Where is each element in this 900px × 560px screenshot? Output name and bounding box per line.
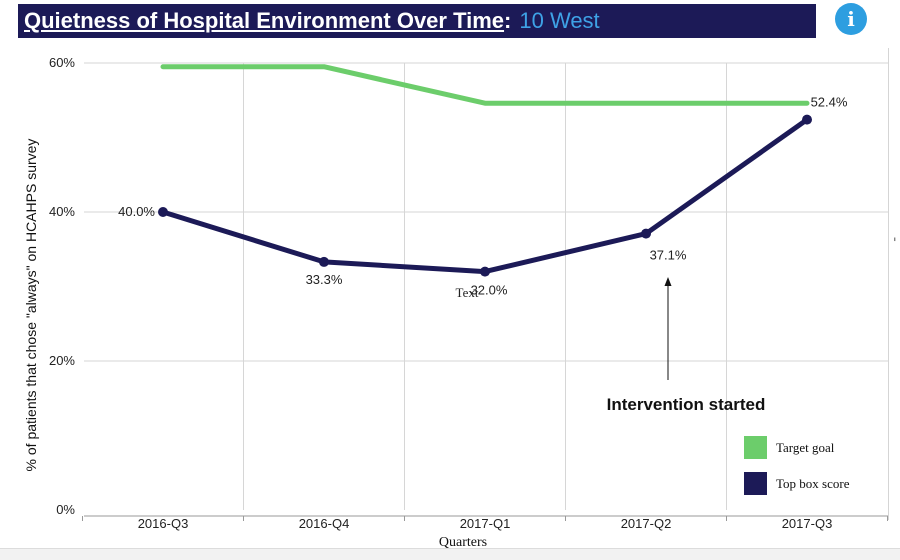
data-labels: 40.0% 33.3% 32.0% 37.1% 52.4%: [118, 95, 848, 298]
chart-title-unit: 10 West: [519, 8, 600, 33]
legend-entry: Top box score: [776, 476, 850, 491]
data-point: [641, 228, 651, 239]
x-tick-label: 2017-Q2: [621, 516, 672, 531]
series: [158, 64, 812, 277]
data-label: 32.0%: [471, 283, 508, 298]
chart-frame-right: [888, 48, 889, 520]
data-label: 37.1%: [650, 248, 687, 263]
y-tick-label: 20%: [49, 353, 75, 368]
data-point: [802, 114, 812, 125]
top-box-score-line: [160, 117, 810, 275]
info-icon: i: [847, 7, 855, 31]
data-label: 40.0%: [118, 204, 155, 219]
data-point: [480, 266, 490, 277]
x-tick-label: 2017-Q3: [782, 516, 833, 531]
y-tick-label: 60%: [49, 55, 75, 70]
chart-title-separator: :: [504, 8, 512, 33]
chart-title: Quietness of Hospital Environment Over T…: [18, 4, 816, 38]
chart-title-main: Quietness of Hospital Environment Over T…: [24, 8, 505, 33]
annotation-intervention-started: Intervention started: [607, 395, 766, 414]
legend: Target goal Top box score: [744, 436, 850, 495]
annotations: Intervention started Text: [456, 277, 766, 414]
y-tick-label: 0%: [56, 502, 75, 517]
legend-entry: Target goal: [776, 440, 835, 455]
x-axis-label: Quarters: [439, 535, 487, 550]
x-tick-label: 2017-Q1: [460, 516, 511, 531]
target-goal-line: [160, 64, 810, 106]
data-point: [158, 207, 168, 217]
annotation-text-placeholder: Text: [456, 285, 479, 300]
stray-mark: ': [893, 236, 897, 251]
window-bottom-edge: [0, 548, 900, 560]
legend-swatch: [744, 436, 767, 459]
grid: [84, 62, 888, 510]
axes: 0% 20% 40% 60% 2016-Q3 2016-Q4 2017-Q1 2017-Q2 2…: [49, 55, 888, 531]
x-tick-label: 2016-Q4: [299, 516, 350, 531]
y-tick-label: 40%: [49, 204, 75, 219]
data-label: 33.3%: [306, 272, 343, 287]
y-axis-label: % of patients that chose "always" on HCA…: [23, 139, 39, 472]
annotation-arrowhead: [664, 277, 672, 286]
x-tick-label: 2016-Q3: [138, 516, 189, 531]
data-point: [319, 256, 329, 267]
data-label: 52.4%: [811, 95, 848, 110]
info-button[interactable]: i: [835, 3, 867, 35]
legend-swatch: [744, 472, 767, 495]
